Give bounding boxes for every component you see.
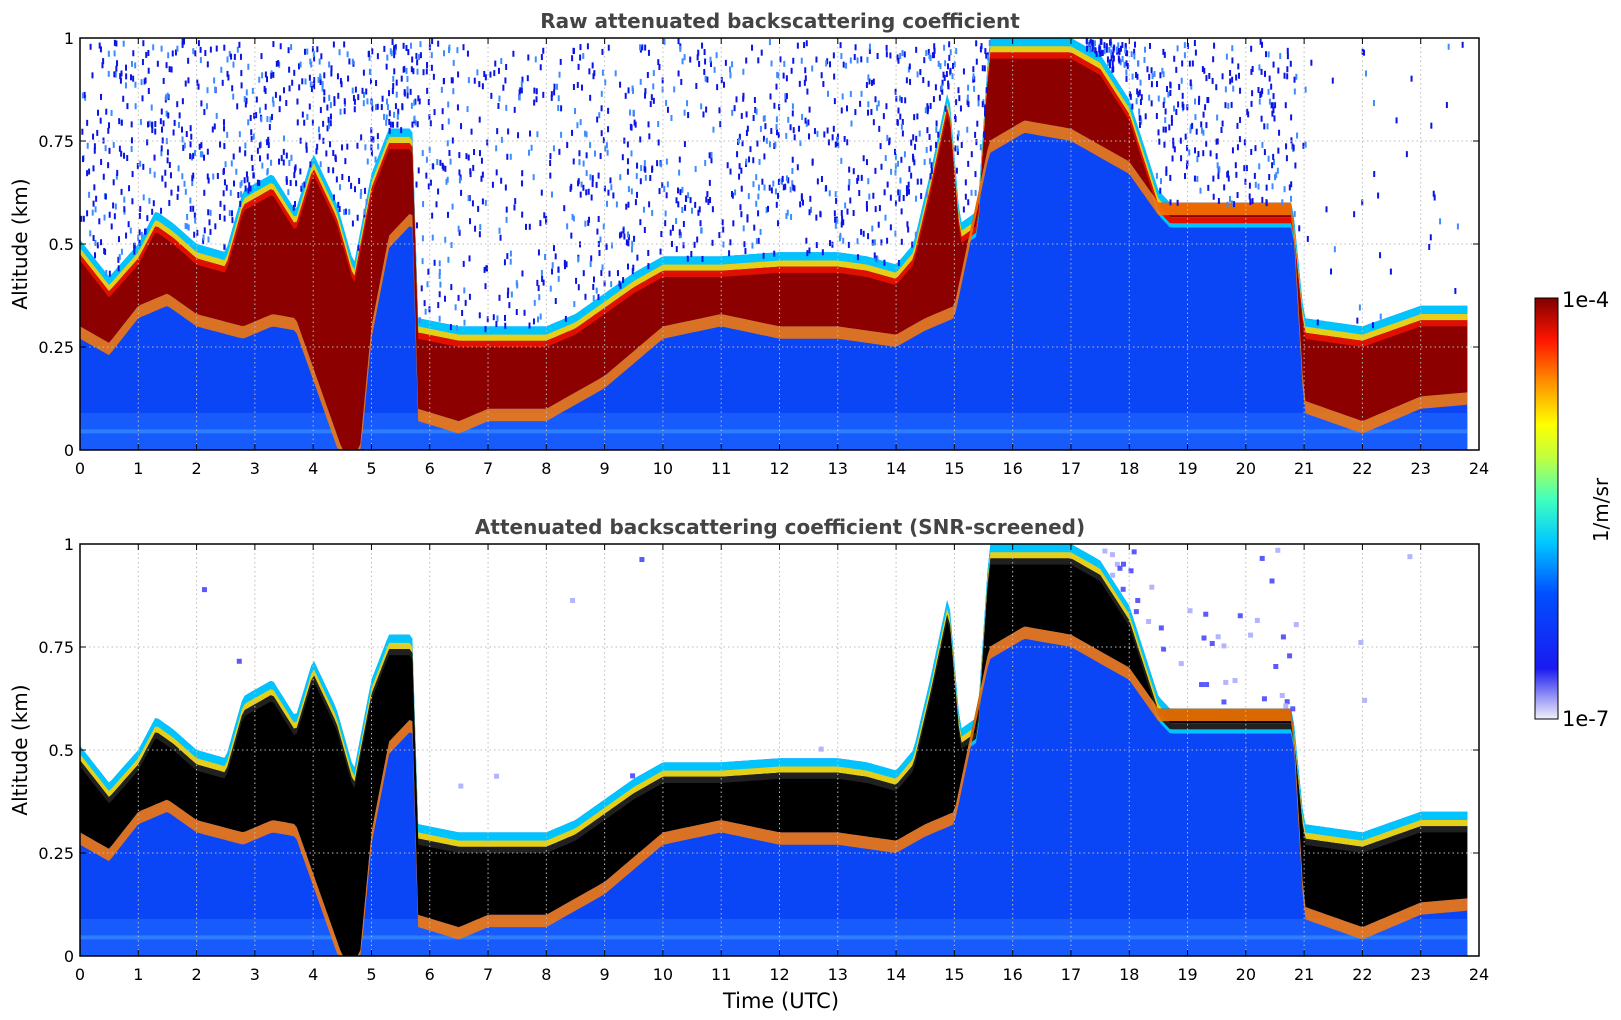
y-tick-label: 0.75 <box>38 132 74 151</box>
x-tick-label: 1 <box>133 965 143 984</box>
panel-raw: Raw attenuated backscattering coefficien… <box>8 9 1489 478</box>
x-tick-label: 6 <box>425 459 435 478</box>
x-tick-label: 12 <box>769 965 789 984</box>
x-tick-label: 0 <box>75 459 85 478</box>
x-tick-label: 9 <box>600 965 610 984</box>
x-tick-label: 4 <box>308 459 318 478</box>
x-axis: 0 1 2 3 4 5 6 7 8 9 10 11 12 13 14 15 16 17 18 19 20 21 22 23 24 <box>75 38 1489 478</box>
colorbar-max-label: 1e-4 <box>1562 288 1609 312</box>
y-axis-label: Altitude (km) <box>8 178 32 309</box>
colorbar-label: 1/m/sr <box>1589 477 1613 542</box>
x-tick-label: 20 <box>1236 965 1256 984</box>
y-axis: 0 0.25 0.5 0.75 1 <box>38 535 1479 966</box>
noise-speckles <box>80 38 1464 333</box>
x-tick-label: 22 <box>1352 965 1372 984</box>
colorbar-gradient <box>1534 297 1559 720</box>
x-tick-label: 23 <box>1411 965 1431 984</box>
y-tick-label: 0.75 <box>38 638 74 657</box>
x-tick-label: 17 <box>1061 965 1081 984</box>
x-tick-label: 7 <box>483 459 493 478</box>
x-tick-label: 22 <box>1352 459 1372 478</box>
panel-title: Attenuated backscattering coefficient (S… <box>475 515 1085 539</box>
y-tick-label: 0 <box>64 441 74 460</box>
grid <box>80 38 1479 450</box>
x-tick-label: 14 <box>886 965 906 984</box>
x-tick-label: 24 <box>1469 459 1489 478</box>
noise-speckles <box>201 547 1413 789</box>
x-tick-label: 3 <box>250 965 260 984</box>
x-tick-label: 1 <box>133 459 143 478</box>
x-axis: 0 1 2 3 4 5 6 7 8 9 10 11 12 13 14 15 16 17 18 19 20 21 22 23 24 <box>75 544 1489 984</box>
y-axis-label: Altitude (km) <box>8 684 32 815</box>
x-tick-label: 21 <box>1294 459 1314 478</box>
x-tick-label: 2 <box>191 965 201 984</box>
y-tick-label: 0.5 <box>49 741 74 760</box>
panel-title: Raw attenuated backscattering coefficien… <box>540 9 1020 33</box>
x-tick-label: 6 <box>425 965 435 984</box>
y-tick-label: 0.25 <box>38 844 74 863</box>
y-axis: 0 0.25 0.5 0.75 1 <box>38 29 1479 460</box>
y-tick-label: 0 <box>64 947 74 966</box>
y-tick-label: 1 <box>64 29 74 48</box>
grid <box>80 544 1479 956</box>
x-tick-label: 8 <box>541 965 551 984</box>
x-tick-label: 20 <box>1236 459 1256 478</box>
x-tick-label: 18 <box>1119 965 1139 984</box>
x-tick-label: 11 <box>711 459 731 478</box>
y-tick-label: 0.5 <box>49 235 74 254</box>
x-axis-label: Time (UTC) <box>722 989 839 1013</box>
x-tick-label: 16 <box>1002 459 1022 478</box>
x-tick-label: 0 <box>75 965 85 984</box>
colorbar: 1e-4 1e-7 1/m/sr <box>1534 288 1613 731</box>
x-tick-label: 2 <box>191 459 201 478</box>
x-tick-label: 15 <box>944 965 964 984</box>
x-tick-label: 14 <box>886 459 906 478</box>
y-tick-label: 0.25 <box>38 338 74 357</box>
x-tick-label: 17 <box>1061 459 1081 478</box>
colorbar-min-label: 1e-7 <box>1562 707 1609 731</box>
x-tick-label: 19 <box>1177 965 1197 984</box>
x-tick-label: 9 <box>600 459 610 478</box>
x-tick-label: 3 <box>250 459 260 478</box>
x-tick-label: 10 <box>653 965 673 984</box>
x-tick-label: 13 <box>828 459 848 478</box>
x-tick-label: 13 <box>828 965 848 984</box>
y-tick-label: 1 <box>64 535 74 554</box>
x-tick-label: 5 <box>366 965 376 984</box>
x-tick-label: 8 <box>541 459 551 478</box>
x-tick-label: 15 <box>944 459 964 478</box>
x-tick-label: 21 <box>1294 965 1314 984</box>
x-tick-label: 5 <box>366 459 376 478</box>
x-tick-label: 16 <box>1002 965 1022 984</box>
x-tick-label: 24 <box>1469 965 1489 984</box>
x-tick-label: 19 <box>1177 459 1197 478</box>
x-tick-label: 12 <box>769 459 789 478</box>
x-tick-label: 7 <box>483 965 493 984</box>
x-tick-label: 18 <box>1119 459 1139 478</box>
x-tick-label: 10 <box>653 459 673 478</box>
x-tick-label: 4 <box>308 965 318 984</box>
x-tick-label: 11 <box>711 965 731 984</box>
panel-snr-screened: Attenuated backscattering coefficient (S… <box>8 515 1489 1013</box>
x-tick-label: 23 <box>1411 459 1431 478</box>
